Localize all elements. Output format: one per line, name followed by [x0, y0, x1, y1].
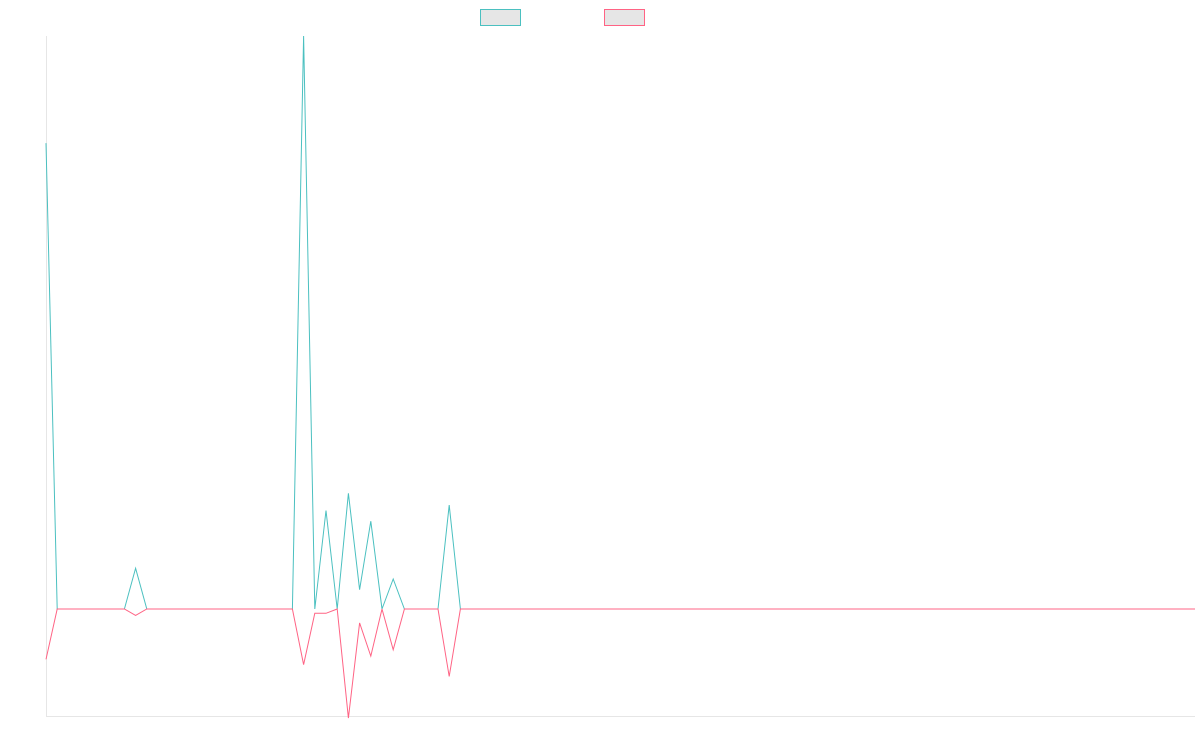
legend-swatch-1[interactable] [480, 9, 521, 26]
legend-swatch-2[interactable] [604, 9, 645, 26]
legend[interactable] [480, 9, 645, 26]
series-line-1 [45, 35, 1195, 610]
series-line-2 [45, 608, 1195, 719]
series-layer [45, 35, 1195, 719]
